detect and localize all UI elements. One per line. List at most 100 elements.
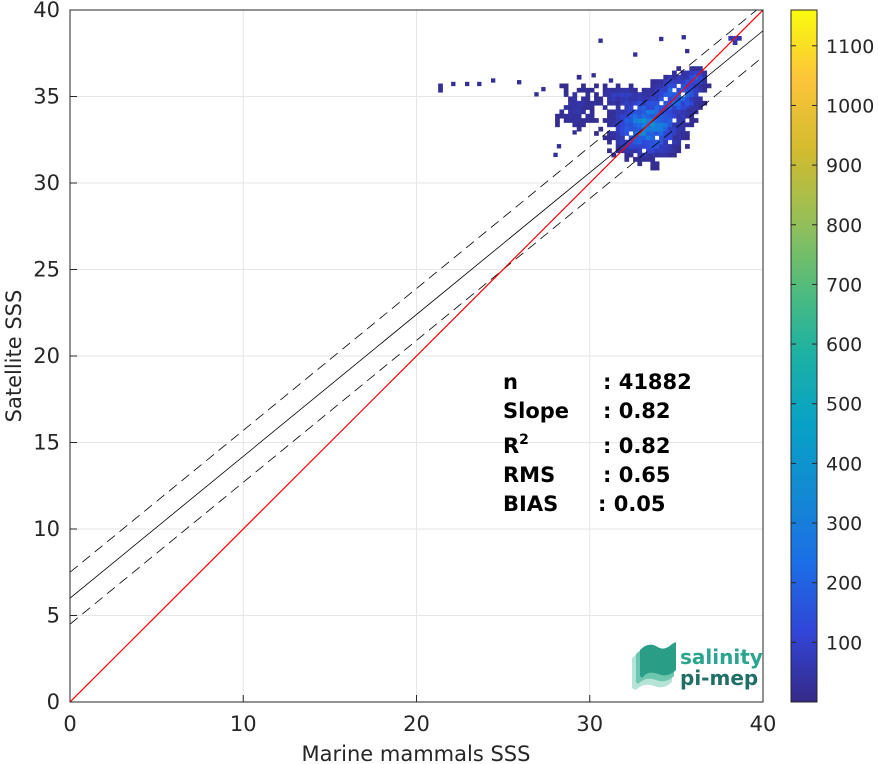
density-cell [663, 79, 669, 84]
density-cell [615, 113, 621, 119]
density-cell [646, 113, 651, 119]
colorbar-tick-label: 500 [826, 394, 862, 416]
density-cell [646, 92, 651, 97]
density-cell [611, 113, 617, 119]
stat-label: BIAS [503, 492, 558, 516]
density-cell [594, 100, 599, 106]
density-cell [693, 70, 699, 76]
logo-text-pi-mep: pi-mep [680, 666, 758, 690]
density-cell [615, 96, 621, 102]
density-cell [702, 83, 708, 89]
density-cell [581, 109, 586, 115]
density-cell [728, 35, 734, 41]
density-cell [620, 96, 625, 102]
density-cell [689, 105, 695, 110]
density-cell [698, 74, 703, 80]
density-cell [654, 131, 660, 136]
logo-waves-icon [632, 642, 676, 690]
density-cell [594, 131, 599, 136]
density-cell [689, 87, 695, 93]
density-cell [624, 92, 630, 97]
density-cell [667, 105, 673, 110]
density-cell [611, 100, 617, 106]
density-cell [646, 157, 651, 162]
density-cell [633, 113, 638, 119]
density-cell [633, 52, 638, 57]
density-cell [654, 105, 660, 110]
density-cell [576, 118, 582, 123]
density-cell [680, 135, 686, 141]
density-cell [585, 105, 591, 110]
density-cell [663, 118, 669, 123]
density-cell [667, 122, 673, 128]
density-cell [641, 131, 647, 136]
density-cell [698, 105, 703, 110]
density-cell [624, 152, 630, 158]
density-cell [591, 73, 596, 78]
density-cell [602, 87, 608, 93]
density-cell [685, 92, 690, 97]
density-cell [659, 113, 664, 119]
density-cell [702, 100, 708, 106]
density-cell [650, 157, 656, 162]
density-cell [641, 139, 647, 145]
stat-value: : 41882 [603, 370, 692, 394]
density-cell [637, 96, 643, 102]
density-cell [607, 96, 612, 102]
density-cell [702, 74, 708, 80]
density-cell [465, 81, 470, 87]
density-cell [672, 79, 677, 84]
density-cell [641, 87, 647, 93]
density-cell [676, 122, 682, 128]
density-cell [676, 105, 682, 110]
density-cell [589, 87, 595, 93]
colorbar-ticks: 100 200 300 400 500 600 700 800 900 1000 1100 [791, 36, 874, 654]
density-cell [628, 118, 634, 123]
density-cell [572, 122, 578, 128]
density-cell [680, 100, 686, 106]
density-cell [563, 113, 569, 119]
density-cell [602, 118, 608, 123]
density-cell [702, 79, 708, 84]
density-cell [663, 126, 669, 132]
density-cell [637, 161, 643, 167]
density-cell [681, 35, 686, 40]
density-cell [637, 144, 643, 149]
density-cell [641, 122, 647, 128]
density-cell [624, 87, 630, 93]
density-cell [628, 100, 634, 106]
density-cell [646, 96, 651, 102]
density-cell [624, 148, 630, 154]
density-cell [576, 74, 582, 80]
density-cell [654, 152, 660, 158]
y-tick-label: 30 [33, 171, 60, 195]
density-cell [680, 109, 686, 115]
density-cell [563, 105, 569, 110]
density-cell [689, 83, 695, 89]
density-cell [607, 113, 612, 119]
y-tick-label: 5 [47, 604, 60, 628]
density-cell [659, 96, 664, 102]
density-cell [667, 131, 673, 136]
density-cell [633, 139, 638, 145]
density-cell [624, 109, 630, 115]
y-tick-label: 20 [33, 344, 60, 368]
stat-label: Slope [503, 399, 569, 423]
density-cell [702, 70, 708, 76]
density-cell [654, 92, 660, 97]
density-cell [676, 96, 682, 102]
density-cell [594, 118, 599, 123]
density-cell [637, 100, 643, 106]
y-axis-ticks: 0 5 10 15 20 25 30 35 40 [33, 0, 77, 714]
density-cell [602, 105, 608, 110]
density-cell [663, 148, 669, 154]
density-cell [628, 126, 634, 132]
density-cell [663, 144, 669, 149]
density-cell [698, 83, 703, 89]
density-cell [676, 109, 682, 115]
density-cell [641, 118, 647, 123]
density-cell [637, 139, 643, 145]
density-cell [672, 126, 677, 132]
colorbar-tick-label: 1100 [826, 36, 874, 58]
density-cell [654, 118, 660, 123]
